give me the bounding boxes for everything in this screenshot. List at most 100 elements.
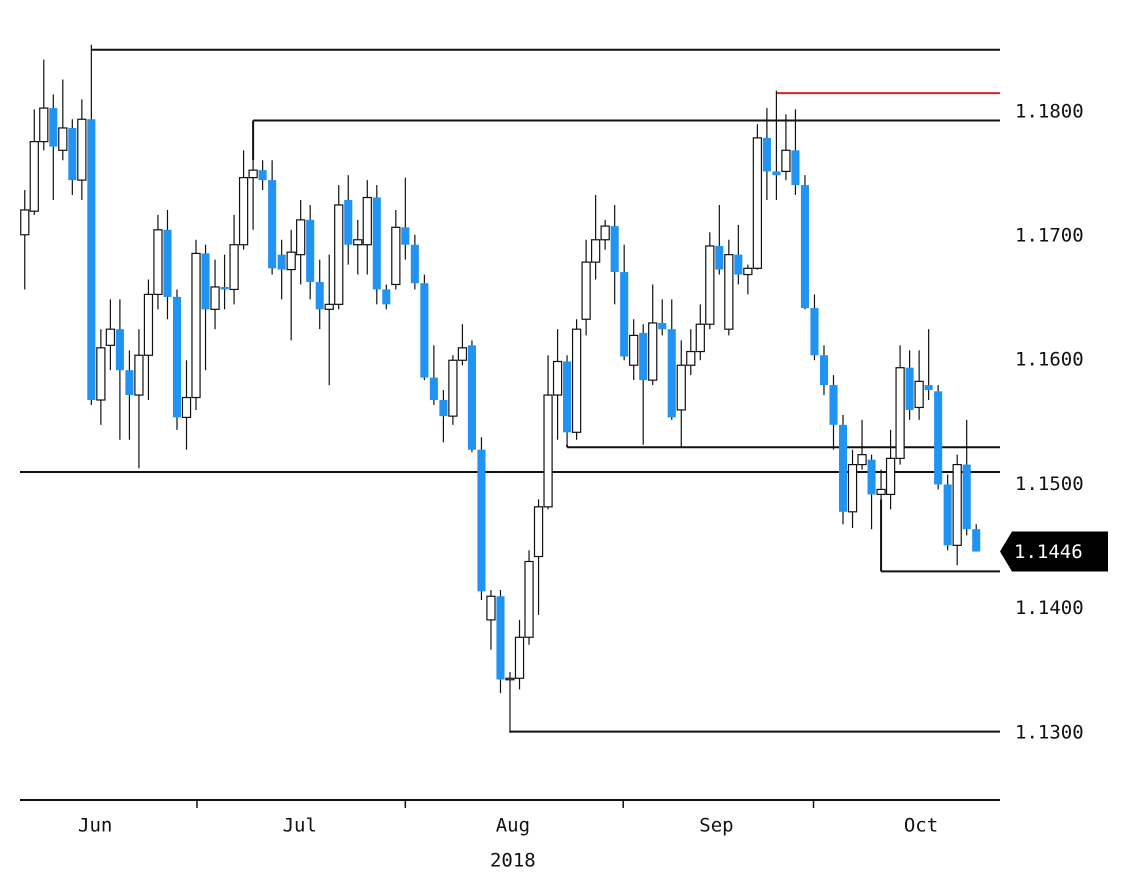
candle-body (486, 595, 496, 621)
candle-body (876, 488, 886, 496)
candle-body (372, 197, 381, 290)
candle-body (77, 118, 87, 181)
candle-body (238, 177, 249, 246)
candle-body (648, 322, 658, 381)
x-tick-label: Aug (496, 815, 530, 837)
candle-body (667, 329, 676, 418)
candle-body (752, 137, 763, 269)
y-tick-label: 1.1800 (1015, 100, 1084, 122)
candle-body (296, 219, 306, 256)
candle-body (457, 347, 468, 361)
candle-body (524, 560, 534, 638)
last-price-label: 1.1446 (1014, 541, 1083, 563)
candle-body (734, 254, 743, 275)
candle-body (772, 171, 781, 176)
candle-body (420, 283, 429, 378)
y-tick-label: 1.1400 (1015, 597, 1084, 619)
candle-body (695, 323, 705, 353)
candle-body (353, 239, 363, 246)
candle-body (172, 296, 182, 418)
candle-body (58, 127, 68, 151)
candle-body (819, 355, 829, 386)
candle-body (220, 286, 229, 290)
year-label: 2018 (490, 850, 536, 872)
candle-body (686, 350, 696, 366)
candle-body (324, 303, 334, 310)
candle-body (581, 261, 591, 320)
x-tick-label: Jul (283, 815, 317, 837)
candle-body (334, 204, 344, 305)
candle-body (268, 180, 277, 269)
candle-body (20, 209, 30, 236)
y-tick-label: 1.1500 (1015, 473, 1084, 495)
candle-body (914, 380, 924, 409)
candle-body (315, 281, 324, 310)
candle-body (810, 308, 819, 356)
y-tick-label: 1.1300 (1015, 721, 1084, 743)
candle-body (571, 328, 582, 433)
candle-body (229, 244, 239, 291)
candle-body (410, 244, 419, 284)
candle-body (29, 141, 39, 212)
candle-body (676, 364, 686, 411)
candle-body (49, 108, 58, 147)
candle-body (629, 334, 639, 366)
candle-body (201, 253, 210, 310)
candle-body (658, 322, 667, 330)
candle-body (800, 185, 809, 309)
candle-body (885, 457, 896, 496)
candle-body (639, 332, 648, 381)
candle-body (620, 272, 629, 357)
x-tick-label: Oct (904, 815, 938, 837)
candle-body (533, 506, 544, 558)
candle-body (134, 354, 144, 396)
candle-body (952, 463, 962, 546)
candle-body (724, 254, 734, 330)
candle-body (943, 484, 952, 546)
candle-body (39, 107, 49, 143)
candle-body (781, 149, 791, 173)
candle-body (972, 529, 981, 552)
candle-body (867, 459, 876, 495)
candle-body (857, 454, 867, 466)
candle-body (210, 286, 220, 310)
candle-body (382, 289, 391, 305)
candle-body (401, 227, 410, 245)
candle-body (924, 385, 933, 391)
candle-body (429, 377, 438, 400)
candle-body (286, 251, 296, 271)
candle-body (306, 219, 315, 282)
candle-body (496, 596, 505, 680)
candle-body (277, 254, 286, 270)
candle-body (125, 370, 134, 396)
candle-body (905, 367, 914, 410)
candle-body (514, 636, 525, 679)
candle-body (600, 225, 610, 241)
candle-body (439, 400, 448, 417)
candle-body (448, 359, 458, 417)
candle-body (838, 424, 848, 512)
candle-body (248, 169, 258, 179)
candle-body (847, 463, 858, 513)
candle-body (258, 170, 267, 181)
x-tick-label: Sep (699, 815, 733, 837)
candle-body (829, 385, 838, 425)
candle-body (934, 391, 943, 485)
candle-body (962, 464, 971, 530)
candle-body (115, 329, 124, 371)
candle-body (563, 361, 572, 433)
candle-body (552, 360, 563, 396)
candle-body (477, 449, 486, 592)
candle-body (163, 229, 172, 297)
candle-body (68, 127, 77, 181)
y-tick-label: 1.1700 (1015, 225, 1084, 247)
candle-body (181, 396, 192, 418)
candle-body (105, 328, 116, 346)
candle-body (743, 267, 753, 276)
candle-body (705, 245, 715, 325)
candle-body (610, 226, 619, 273)
candle-body (762, 137, 771, 172)
candle-body (344, 200, 353, 245)
candle-body (153, 229, 163, 296)
candle-body (362, 196, 372, 246)
